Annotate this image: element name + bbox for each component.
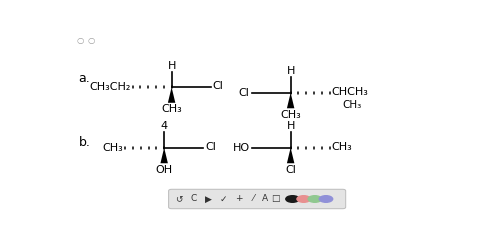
Text: CH₃: CH₃	[161, 104, 182, 114]
Circle shape	[286, 196, 299, 202]
Text: Cl: Cl	[213, 81, 223, 91]
Text: ▶: ▶	[205, 194, 212, 203]
Polygon shape	[168, 87, 175, 103]
Text: Cl: Cl	[205, 142, 216, 152]
Text: +: +	[235, 194, 242, 203]
Text: H: H	[168, 61, 176, 71]
Text: ○: ○	[77, 36, 84, 45]
Text: ○: ○	[88, 36, 95, 45]
Text: CH₃: CH₃	[280, 110, 301, 120]
Text: CH₃: CH₃	[332, 142, 352, 152]
Text: C: C	[191, 194, 197, 203]
Text: H: H	[287, 66, 295, 76]
FancyBboxPatch shape	[168, 189, 346, 209]
Text: OH: OH	[156, 165, 173, 175]
Circle shape	[308, 196, 322, 202]
Text: □: □	[272, 194, 280, 203]
Text: b.: b.	[79, 136, 90, 149]
Text: Cl: Cl	[285, 165, 296, 175]
Text: a.: a.	[79, 72, 90, 84]
Polygon shape	[160, 148, 168, 163]
Text: ↺: ↺	[175, 194, 183, 203]
Text: Cl: Cl	[239, 88, 250, 98]
Text: CH₃: CH₃	[103, 143, 123, 153]
Text: CH₃: CH₃	[342, 100, 361, 110]
Text: H: H	[287, 121, 295, 131]
Text: CH₃CH₂: CH₃CH₂	[89, 82, 131, 92]
Circle shape	[297, 196, 311, 202]
Polygon shape	[287, 148, 294, 163]
Text: A: A	[262, 194, 268, 203]
Text: HO: HO	[233, 143, 250, 153]
Text: ⁄: ⁄	[252, 194, 254, 203]
Text: 4: 4	[161, 121, 168, 131]
Polygon shape	[287, 93, 294, 108]
Circle shape	[319, 196, 333, 202]
Text: CHCH₃: CHCH₃	[332, 87, 369, 97]
Text: ✓: ✓	[220, 194, 228, 203]
